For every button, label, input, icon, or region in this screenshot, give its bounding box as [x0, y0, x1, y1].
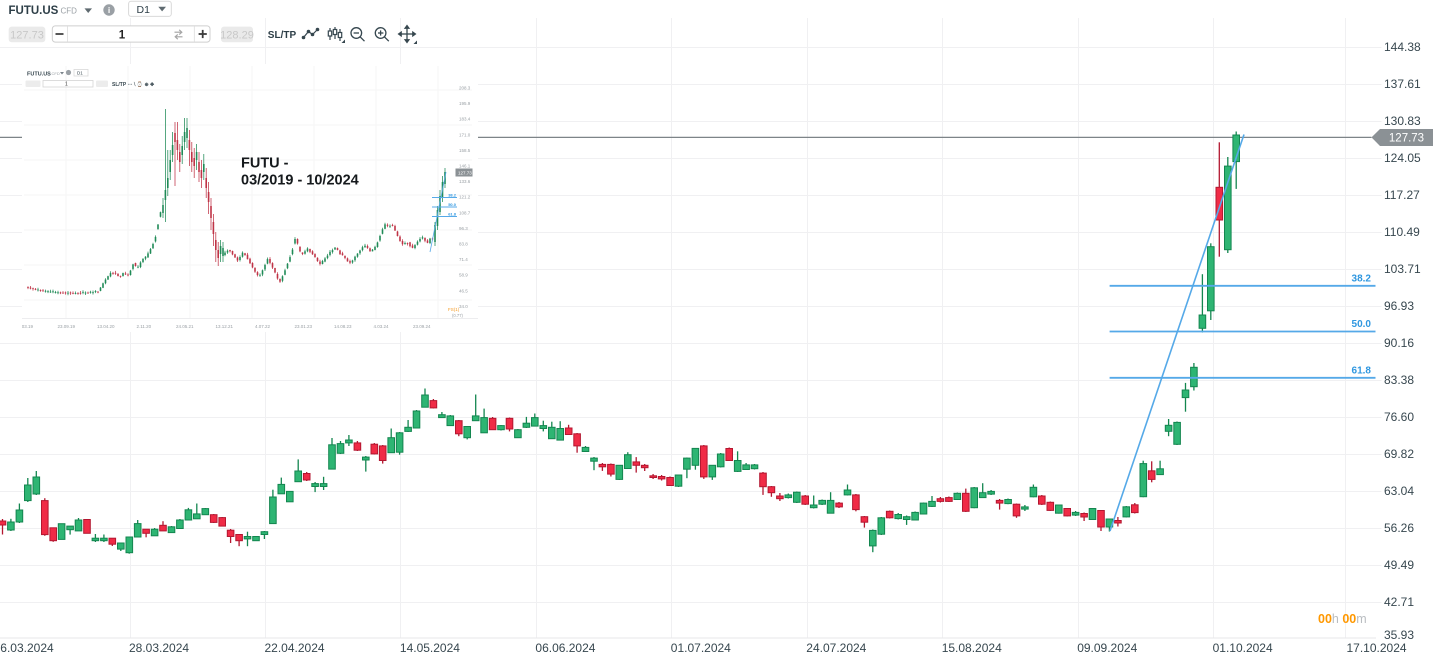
svg-text:24.05.21: 24.05.21 — [176, 324, 194, 329]
svg-text:SL/TP ⋯ ⧵ ⌚ ⊕ ✥: SL/TP ⋯ ⧵ ⌚ ⊕ ✥ — [112, 81, 155, 88]
svg-text:i: i — [108, 5, 110, 15]
svg-text:50.0: 50.0 — [448, 202, 457, 207]
svg-text:61.8: 61.8 — [448, 212, 457, 217]
svg-text:D1: D1 — [77, 71, 83, 76]
svg-text:(0.77): (0.77) — [452, 313, 464, 318]
svg-text:158.5: 158.5 — [459, 148, 471, 153]
svg-text:61.8: 61.8 — [1352, 366, 1372, 377]
svg-text:4.07.22: 4.07.22 — [255, 324, 271, 329]
svg-text:83.38: 83.38 — [1384, 373, 1414, 387]
svg-text:90.16: 90.16 — [1384, 336, 1414, 350]
svg-text:23.01.23: 23.01.23 — [295, 324, 313, 329]
svg-text:38.2: 38.2 — [448, 193, 457, 198]
svg-text:127.73: 127.73 — [10, 29, 44, 41]
svg-text:117.27: 117.27 — [1384, 188, 1420, 202]
svg-text:146.1: 146.1 — [459, 164, 471, 169]
svg-text:FUTU.US: FUTU.US — [27, 72, 51, 78]
svg-text:FUTU.US: FUTU.US — [9, 5, 59, 17]
svg-text:2.11.20: 2.11.20 — [137, 324, 152, 329]
svg-text:103.71: 103.71 — [1384, 262, 1421, 276]
svg-text:128.29: 128.29 — [220, 29, 254, 41]
svg-text:CFD: CFD — [61, 6, 78, 15]
svg-text:28.03.2024: 28.03.2024 — [129, 641, 189, 655]
svg-text:23.09.24: 23.09.24 — [413, 324, 431, 329]
svg-text:23.09.19: 23.09.19 — [58, 324, 76, 329]
svg-text:69.82: 69.82 — [1384, 447, 1414, 461]
svg-text:1: 1 — [119, 29, 126, 41]
svg-text:15.08.2024: 15.08.2024 — [942, 641, 1002, 655]
svg-text:1.03.19: 1.03.19 — [22, 324, 34, 329]
svg-text:01.10.2024: 01.10.2024 — [1213, 641, 1273, 655]
svg-text:171.0: 171.0 — [459, 132, 471, 137]
svg-text:108.7: 108.7 — [459, 210, 471, 215]
svg-text:09.09.2024: 09.09.2024 — [1077, 641, 1137, 655]
svg-text:110.49: 110.49 — [1384, 225, 1420, 239]
svg-text:17.10.2024: 17.10.2024 — [1347, 641, 1407, 655]
svg-text:127.73: 127.73 — [458, 171, 472, 176]
svg-text:96.3: 96.3 — [459, 226, 468, 231]
svg-text:03/2019 - 10/2024: 03/2019 - 10/2024 — [241, 173, 359, 189]
svg-text:CFD: CFD — [52, 71, 60, 76]
svg-text:195.9: 195.9 — [459, 101, 471, 106]
svg-text:96.93: 96.93 — [1384, 299, 1414, 313]
svg-text:63.04: 63.04 — [1384, 484, 1414, 498]
svg-text:35.93: 35.93 — [1384, 628, 1414, 642]
svg-text:34.0: 34.0 — [459, 304, 468, 309]
svg-text:76.60: 76.60 — [1384, 410, 1414, 424]
svg-text:56.26: 56.26 — [1384, 521, 1414, 535]
svg-text:49.49: 49.49 — [1384, 558, 1414, 572]
svg-text:127.73: 127.73 — [1389, 133, 1424, 145]
svg-text:71.4: 71.4 — [459, 257, 468, 262]
svg-text:22.04.2024: 22.04.2024 — [265, 641, 325, 655]
svg-text:13.04.20: 13.04.20 — [97, 324, 115, 329]
svg-text:133.6: 133.6 — [459, 179, 471, 184]
svg-text:14.08.23: 14.08.23 — [334, 324, 352, 329]
svg-text:16.03.2024: 16.03.2024 — [0, 641, 54, 655]
svg-text:183.4: 183.4 — [459, 117, 471, 122]
svg-text:24.07.2024: 24.07.2024 — [806, 641, 866, 655]
svg-text:42.71: 42.71 — [1384, 595, 1414, 609]
svg-text:00h 00m: 00h 00m — [1318, 612, 1367, 626]
svg-text:D1: D1 — [137, 4, 151, 16]
svg-text:1: 1 — [65, 82, 68, 88]
svg-text:124.05: 124.05 — [1384, 151, 1421, 165]
svg-text:14.05.2024: 14.05.2024 — [400, 641, 460, 655]
svg-text:46.5: 46.5 — [459, 288, 468, 293]
svg-text:4.03.24: 4.03.24 — [374, 324, 390, 329]
svg-text:208.3: 208.3 — [459, 86, 471, 91]
svg-text:38.2: 38.2 — [1352, 274, 1372, 285]
svg-text:13.12.21: 13.12.21 — [216, 324, 234, 329]
svg-text:FUTU -: FUTU - — [241, 156, 289, 172]
svg-text:144.38: 144.38 — [1384, 40, 1421, 54]
svg-text:SL/TP: SL/TP — [268, 30, 297, 41]
svg-text:06.06.2024: 06.06.2024 — [535, 641, 595, 655]
svg-text:83.8: 83.8 — [459, 242, 468, 247]
svg-text:121.2: 121.2 — [459, 195, 471, 200]
svg-text:01.07.2024: 01.07.2024 — [671, 641, 731, 655]
svg-text:50.0: 50.0 — [1352, 319, 1372, 330]
svg-text:130.83: 130.83 — [1384, 114, 1421, 128]
svg-text:137.61: 137.61 — [1384, 77, 1421, 91]
svg-text:FS(1): FS(1) — [448, 307, 460, 312]
svg-text:58.9: 58.9 — [459, 273, 468, 278]
